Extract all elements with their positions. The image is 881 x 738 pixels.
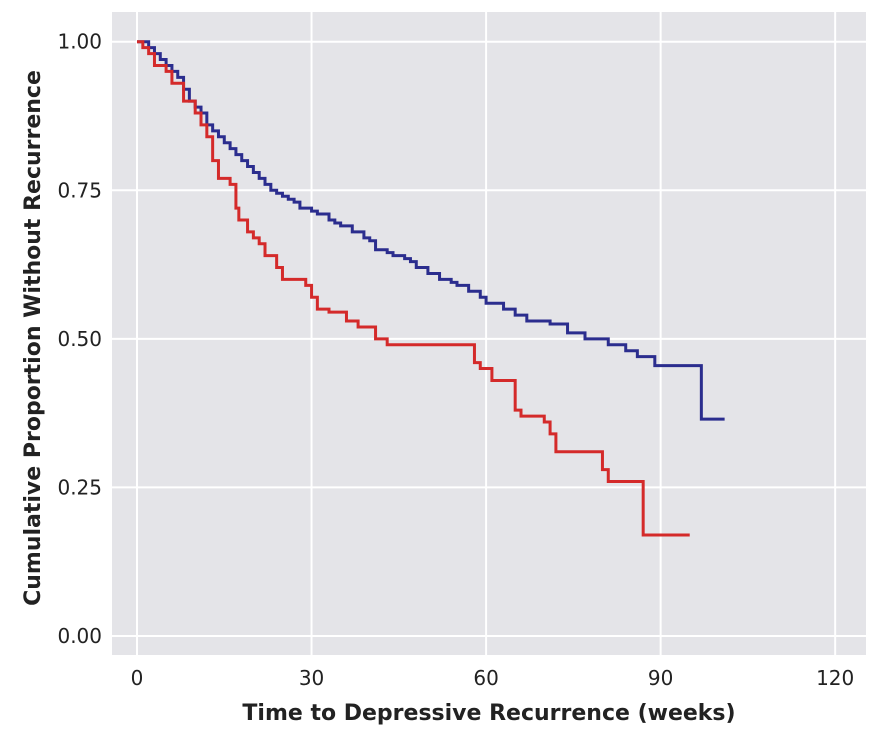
x-tick-label: 90 xyxy=(648,666,673,690)
x-tick-label: 120 xyxy=(816,666,854,690)
y-tick-label: 0.25 xyxy=(57,475,102,499)
x-tick-label: 60 xyxy=(473,666,498,690)
x-tick-label: 0 xyxy=(131,666,144,690)
plot-background xyxy=(112,12,866,655)
x-axis-title: Time to Depressive Recurrence (weeks) xyxy=(242,701,735,726)
y-tick-label: 0.75 xyxy=(57,178,102,202)
km-curve xyxy=(137,40,690,537)
y-axis-title: Cumulative Proportion Without Recurrence xyxy=(21,70,46,606)
y-tick-label: 0.00 xyxy=(57,624,102,648)
y-tick-label: 0.50 xyxy=(57,327,102,351)
y-tick-label: 1.00 xyxy=(57,30,102,54)
x-tick-label: 30 xyxy=(299,666,324,690)
